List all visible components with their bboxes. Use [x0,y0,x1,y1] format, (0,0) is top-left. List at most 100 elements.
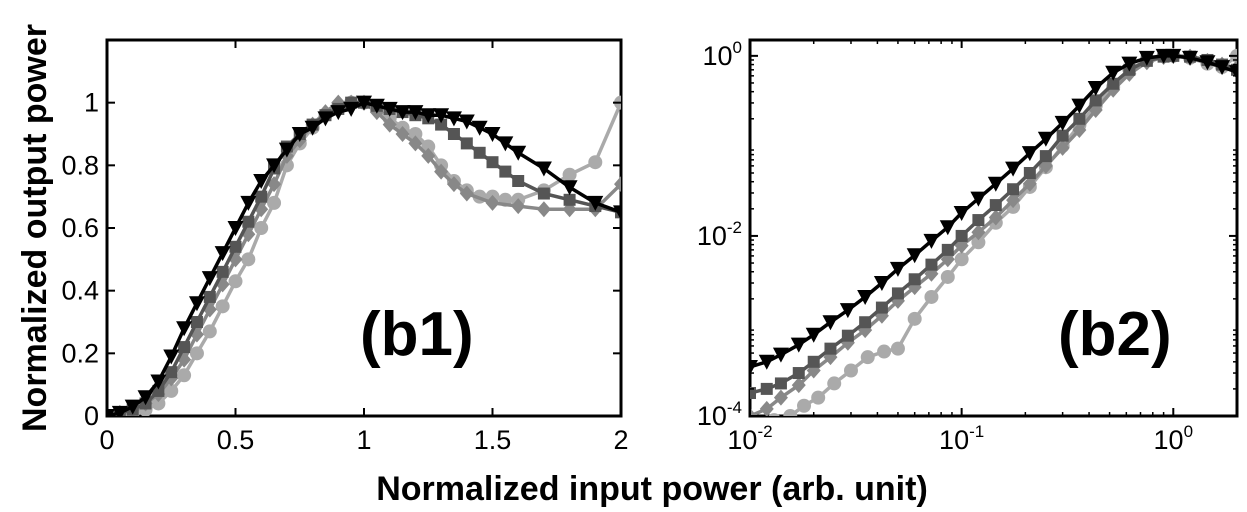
data-point [906,248,923,264]
data-point [1072,122,1087,139]
data-point [923,233,940,249]
data-point [512,175,525,187]
data-point [368,98,385,114]
data-point [433,108,450,124]
data-point [150,374,167,390]
data-point [291,127,308,142]
data-point [972,214,985,227]
data-point [587,195,604,211]
data-point [497,136,514,152]
data-point [177,368,192,383]
data-point [941,243,954,256]
data-point [278,142,295,158]
data-point [827,376,842,391]
data-point [791,377,806,394]
data-point [137,390,154,406]
data-point [382,116,397,133]
data-point [536,201,551,218]
data-point [774,377,787,390]
data-point [253,174,270,189]
data-point [435,118,448,131]
data-point [1121,56,1138,72]
panel-label-b2: (b2) [1058,300,1172,369]
data-point [163,349,180,365]
data-point [510,145,527,161]
data-point [954,252,969,267]
data-point [563,193,576,206]
data-point [473,146,486,159]
data-point [1165,48,1182,64]
data-point [562,167,577,182]
data-point [254,221,269,235]
data-point [408,135,423,152]
series-triangle-down [107,95,621,416]
y-tick-label: 0.4 [61,276,99,306]
data-point [1023,166,1036,179]
data-point [760,382,773,395]
data-point [214,246,231,262]
y-tick-label: 100 [702,38,742,71]
data-point [843,363,858,378]
data-point [805,327,822,343]
data-point [227,221,244,236]
data-point [822,315,839,331]
data-point [330,105,347,121]
data-point [151,396,166,411]
data-point [460,137,473,150]
x-tick-label: 10-1 [939,422,984,455]
data-point [485,194,500,211]
data-point [1199,55,1216,71]
y-tick-label: 10-2 [697,218,742,251]
data-point [242,215,255,228]
data-point [420,108,437,124]
data-point [445,111,462,127]
data-point [970,191,987,207]
data-point [1054,115,1071,131]
data-point [267,195,282,210]
data-point [317,111,334,127]
x-axis-title: Normalized input power (arb. unit) [376,470,928,508]
data-point [772,347,789,363]
data-point [890,341,905,356]
series-triangle-down [750,48,1237,376]
data-point [824,342,837,355]
data-point [588,155,603,170]
data-point [241,252,256,267]
data-point [953,205,970,221]
data-point [1071,98,1088,114]
data-point [613,205,621,221]
data-point [484,127,501,142]
data-point [215,299,230,314]
data-point [908,273,921,286]
data-point [860,350,875,365]
data-point [1007,183,1020,196]
data-point [421,147,436,164]
data-point [750,387,756,400]
data-point [471,120,488,136]
data-point [356,95,372,111]
data-point [857,289,874,305]
data-point [1214,60,1231,76]
data-point [839,303,856,319]
data-point [458,114,475,130]
x-tick-label: 1 [356,425,371,455]
data-point [535,161,552,177]
data-point [841,329,854,342]
data-point [1021,146,1038,162]
data-point [811,390,826,405]
data-point [987,176,1004,192]
data-point [988,209,1003,226]
chart-panel-b1: 0 0.5 1 1.5 2 0 0.2 0.4 0.6 0.8 1 (b1) [61,38,629,455]
data-point [408,127,423,141]
data-point [877,344,892,359]
data-point [989,199,1002,212]
data-point [759,400,774,416]
data-point [925,258,938,271]
data-point [807,355,820,368]
data-point [203,290,216,303]
data-point [614,176,621,193]
data-point [229,240,242,253]
data-point [859,316,872,329]
data-point [1005,161,1022,177]
